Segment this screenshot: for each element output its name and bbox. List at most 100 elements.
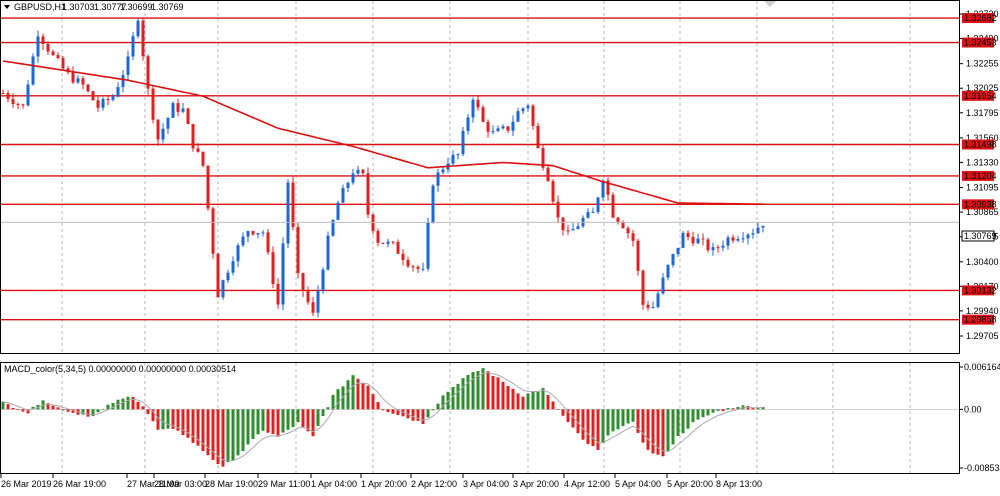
candle-body bbox=[21, 104, 25, 106]
macd-bar bbox=[386, 409, 390, 413]
candle-body bbox=[551, 181, 555, 202]
candle-body bbox=[56, 55, 60, 59]
level-label-box bbox=[962, 139, 994, 150]
macd-bar bbox=[581, 409, 585, 440]
time-tick: 26 Mar 2019 bbox=[1, 479, 52, 489]
macd-bar bbox=[556, 409, 560, 410]
candle-body bbox=[671, 253, 675, 265]
moving-average-line bbox=[2, 60, 764, 205]
macd-bar bbox=[336, 389, 340, 410]
macd-bar bbox=[511, 388, 515, 410]
candle-body bbox=[456, 154, 460, 156]
candle-body bbox=[356, 169, 360, 174]
candle-body bbox=[331, 220, 335, 236]
candle-body bbox=[106, 98, 110, 100]
macd-bar bbox=[721, 409, 725, 412]
macd-bar bbox=[716, 409, 720, 411]
macd-bar bbox=[101, 408, 105, 410]
candle-body bbox=[736, 239, 740, 241]
level-label: 1.31204 bbox=[964, 171, 997, 181]
macd-bar bbox=[196, 409, 200, 446]
macd-bar bbox=[726, 408, 730, 410]
candle-body bbox=[326, 235, 330, 270]
macd-bar bbox=[6, 404, 10, 410]
candle-body bbox=[26, 84, 30, 106]
macd-tick: 0.00 bbox=[964, 404, 982, 414]
time-tick: 29 Mar 11:00 bbox=[258, 479, 310, 489]
ohlc-high: 1.30777 bbox=[94, 2, 127, 12]
macd-bar bbox=[211, 409, 215, 460]
candle-body bbox=[386, 241, 390, 244]
candle-body bbox=[281, 243, 285, 305]
macd-bar bbox=[371, 394, 375, 410]
candle-body bbox=[101, 98, 105, 108]
macd-bar bbox=[31, 406, 35, 410]
macd-bar bbox=[186, 409, 190, 438]
macd-bar bbox=[146, 409, 150, 414]
macd-bar bbox=[361, 382, 365, 410]
candle-body bbox=[396, 241, 400, 254]
price-tick: 1.31560 bbox=[966, 133, 999, 143]
macd-signal-line bbox=[2, 372, 764, 462]
candle-body bbox=[186, 108, 190, 125]
candle-body bbox=[311, 302, 315, 313]
level-label: 1.30132 bbox=[964, 285, 997, 295]
candle-body bbox=[441, 169, 445, 173]
macd-bar bbox=[596, 409, 600, 450]
macd-bar bbox=[396, 409, 400, 416]
candle-body bbox=[476, 99, 480, 108]
macd-label: MACD_color(5,34,5) 0.00000000 0.00000000… bbox=[4, 364, 236, 374]
macd-bar bbox=[316, 409, 320, 427]
macd-bar bbox=[166, 409, 170, 429]
candle-body bbox=[596, 197, 600, 212]
macd-bar bbox=[411, 409, 415, 421]
candle-body bbox=[526, 105, 530, 109]
ohlc-open: 1.30703 bbox=[62, 2, 95, 12]
horizontal-levels[interactable] bbox=[1, 17, 959, 321]
macd-bar bbox=[71, 409, 75, 413]
macd-bar bbox=[231, 409, 235, 461]
macd-bar bbox=[191, 409, 195, 443]
candle-body bbox=[206, 165, 210, 209]
chart-shift-icon[interactable] bbox=[764, 1, 776, 7]
candle-body bbox=[576, 226, 580, 230]
candle-body bbox=[541, 148, 545, 168]
price-tick: 1.32025 bbox=[966, 83, 999, 93]
collapse-arrow-icon[interactable] bbox=[4, 5, 10, 9]
macd-bar bbox=[296, 409, 300, 423]
macd-bar bbox=[321, 409, 325, 416]
candle-body bbox=[226, 272, 230, 281]
time-tick: 28 Mar 03:00 bbox=[154, 479, 207, 489]
macd-bar bbox=[266, 409, 270, 433]
macd-bar bbox=[141, 406, 145, 410]
level-label: 1.32682 bbox=[964, 13, 997, 23]
candle-body bbox=[51, 51, 55, 56]
macd-panel[interactable] bbox=[0, 362, 960, 474]
macd-bar bbox=[56, 407, 60, 410]
macd-bar bbox=[476, 370, 480, 410]
candle-body bbox=[146, 56, 150, 89]
macd-bar bbox=[421, 409, 425, 424]
candle-body bbox=[361, 169, 365, 174]
macd-bar bbox=[246, 409, 250, 445]
macd-bar bbox=[471, 372, 475, 410]
macd-bar bbox=[701, 409, 705, 418]
macd-bar bbox=[711, 409, 715, 413]
macd-bar bbox=[126, 396, 130, 410]
macd-bar bbox=[201, 409, 205, 452]
macd-bar bbox=[546, 395, 550, 410]
candle-body bbox=[376, 231, 380, 243]
time-tick: 26 Mar 19:00 bbox=[53, 479, 106, 489]
price-panel[interactable] bbox=[0, 0, 960, 354]
macd-bar bbox=[181, 409, 185, 435]
candle-body bbox=[706, 239, 710, 251]
candle-body bbox=[521, 108, 525, 112]
macd-bar bbox=[731, 408, 735, 410]
ohlc-low: 1.30699 bbox=[120, 2, 153, 12]
candle-body bbox=[181, 108, 185, 112]
candle-body bbox=[1, 93, 5, 95]
candle-body bbox=[6, 93, 10, 99]
candle-body bbox=[666, 264, 670, 278]
macd-bar bbox=[111, 403, 115, 410]
